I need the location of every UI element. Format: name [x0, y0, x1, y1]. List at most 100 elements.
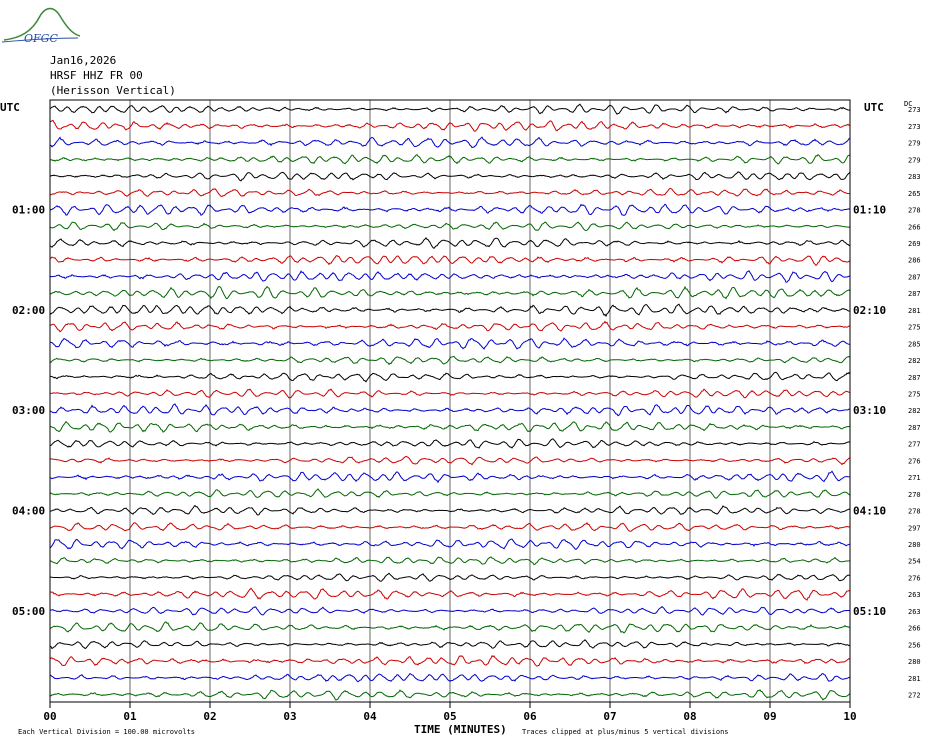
trace-row [49, 270, 851, 283]
trace-row [49, 119, 851, 132]
trace-row [49, 654, 851, 667]
dc-offset-label: 279 [908, 156, 921, 164]
trace-row [49, 285, 851, 300]
dc-offset-label: 282 [908, 357, 921, 365]
right-utc-label: UTC [864, 101, 884, 114]
dc-offset-label: 287 [908, 290, 921, 298]
x-axis-label: TIME (MINUTES) [414, 723, 507, 736]
dc-offset-label: 285 [908, 340, 921, 348]
trace-row [49, 672, 851, 683]
trace-row [49, 470, 851, 484]
x-tick-label: 02 [203, 710, 216, 723]
trace-row [49, 371, 851, 383]
right-hour-label: 04:10 [853, 505, 886, 518]
trace-row [49, 320, 851, 333]
axis-labels: UTC UTC DC TIME (MINUTES) Each Vertical … [0, 100, 921, 736]
left-hour-label: 03:00 [12, 404, 45, 417]
dc-offset-label: 297 [908, 524, 921, 532]
dc-offset-label: 275 [908, 390, 921, 398]
scale-note: Each Vertical Division = 100.00 microvol… [18, 728, 195, 736]
trace-row [49, 337, 851, 350]
trace-row [49, 438, 851, 449]
dc-offset-label: 277 [908, 441, 921, 449]
dc-offset-label: 280 [908, 658, 921, 666]
trace-row [49, 639, 851, 650]
right-hour-label: 05:10 [853, 605, 886, 618]
trace-row [49, 355, 851, 366]
trace-row [49, 488, 851, 499]
dc-offset-label: 256 [908, 641, 921, 649]
trace-row [49, 538, 851, 551]
x-tick-label: 00 [43, 710, 56, 723]
dc-offset-label: 283 [908, 173, 921, 181]
trace-row [49, 171, 851, 182]
clip-note: Traces clipped at plus/minus 5 vertical … [522, 728, 729, 736]
dc-offset-label: 287 [908, 374, 921, 382]
dc-offset-label: 278 [908, 508, 921, 516]
right-hour-label: 02:10 [853, 304, 886, 317]
x-tick-label: 07 [603, 710, 616, 723]
trace-row [49, 420, 851, 433]
trace-row [49, 303, 851, 318]
x-tick-label: 06 [523, 710, 537, 723]
header-date: Jan16,2026 [50, 54, 117, 67]
trace-row [49, 572, 851, 582]
dc-label: DC [904, 100, 912, 108]
dc-offset-label: 278 [908, 207, 921, 215]
header-site: (Herisson Vertical) [50, 84, 176, 97]
logo-text: OFGC [24, 32, 58, 45]
dc-offset-label: 273 [908, 123, 921, 131]
traces [49, 103, 851, 701]
left-hour-label: 02:00 [12, 304, 45, 317]
x-tick-label: 09 [763, 710, 776, 723]
right-hour-label: 03:10 [853, 404, 886, 417]
trace-row [49, 203, 851, 216]
x-tick-label: 05 [443, 710, 456, 723]
trace-row [49, 556, 851, 566]
trace-row [49, 221, 851, 232]
dc-offset-label: 254 [908, 558, 921, 566]
trace-row [49, 236, 851, 249]
trace-row [49, 504, 851, 516]
x-tick-label: 03 [283, 710, 296, 723]
dc-offset-label: 263 [908, 608, 921, 616]
trace-row [49, 403, 851, 417]
x-tick-label: 04 [363, 710, 377, 723]
dc-offset-label: 280 [908, 541, 921, 549]
dc-offset-label: 270 [908, 491, 921, 499]
trace-row [49, 103, 851, 115]
left-utc-label: UTC [0, 101, 20, 114]
trace-row [49, 521, 851, 532]
trace-row [49, 455, 851, 466]
trace-row [49, 255, 851, 267]
trace-row [49, 388, 851, 399]
dc-offset-label: 282 [908, 407, 921, 415]
left-hour-label: 04:00 [12, 505, 45, 518]
dc-offset-label: 263 [908, 591, 921, 599]
dc-offset-label: 276 [908, 457, 921, 465]
dc-offset-label: 281 [908, 307, 921, 315]
dc-offset-label: 269 [908, 240, 921, 248]
left-hour-label: 01:00 [12, 204, 45, 217]
plot-frame [49, 99, 851, 703]
dc-offset-label: 265 [908, 190, 921, 198]
header-station: HRSF HHZ FR 00 [50, 69, 143, 82]
dc-offset-label: 287 [908, 424, 921, 432]
dc-offset-label: 276 [908, 574, 921, 582]
x-tick-label: 08 [683, 710, 696, 723]
x-tick-label: 10 [843, 710, 856, 723]
ofgc-logo: OFGC [1, 7, 80, 45]
dc-offset-label: 281 [908, 675, 921, 683]
left-hour-label: 05:00 [12, 605, 45, 618]
dc-offset-label: 272 [908, 691, 921, 699]
dc-offset-label: 287 [908, 273, 921, 281]
trace-row [49, 136, 851, 149]
dc-offset-label: 286 [908, 257, 921, 265]
trace-row [49, 689, 851, 701]
trace-row [49, 605, 851, 616]
dc-offset-label: 275 [908, 324, 921, 332]
trace-row [49, 187, 851, 197]
dc-offset-label: 266 [908, 223, 921, 231]
trace-row [49, 153, 851, 165]
right-hour-label: 01:10 [853, 204, 886, 217]
